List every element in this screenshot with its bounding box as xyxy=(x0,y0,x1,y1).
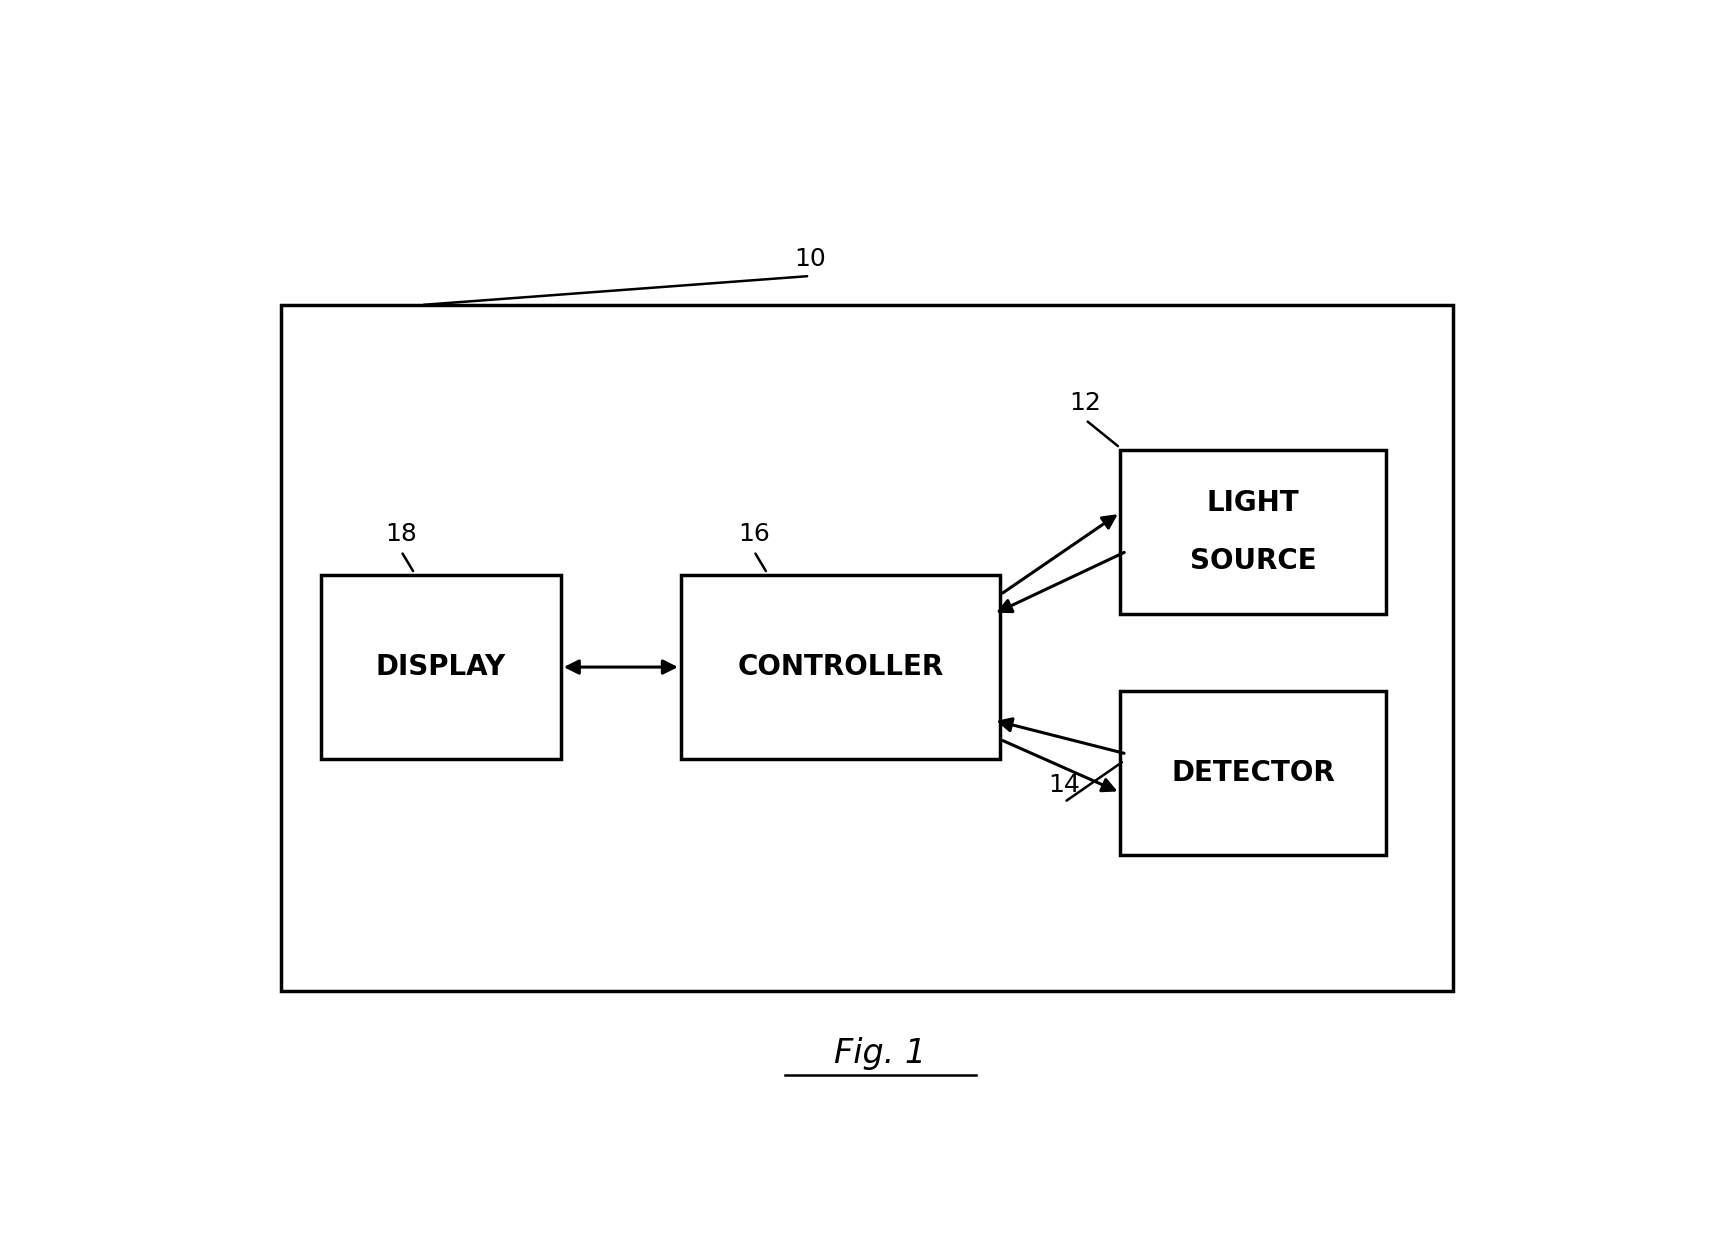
Text: DISPLAY: DISPLAY xyxy=(376,653,507,681)
Text: Fig. 1: Fig. 1 xyxy=(835,1037,926,1070)
Text: 12: 12 xyxy=(1070,391,1101,415)
Text: 16: 16 xyxy=(739,523,770,547)
Text: LIGHT: LIGHT xyxy=(1208,489,1299,517)
Text: SOURCE: SOURCE xyxy=(1191,547,1316,574)
Bar xyxy=(282,305,1453,991)
Bar xyxy=(1120,691,1386,855)
Text: CONTROLLER: CONTROLLER xyxy=(737,653,943,681)
Bar xyxy=(321,576,560,759)
Text: 14: 14 xyxy=(1048,774,1081,798)
Text: 18: 18 xyxy=(385,523,417,547)
Text: 10: 10 xyxy=(794,247,826,271)
Bar xyxy=(680,576,1000,759)
Text: DETECTOR: DETECTOR xyxy=(1172,759,1335,788)
Bar xyxy=(1120,450,1386,614)
